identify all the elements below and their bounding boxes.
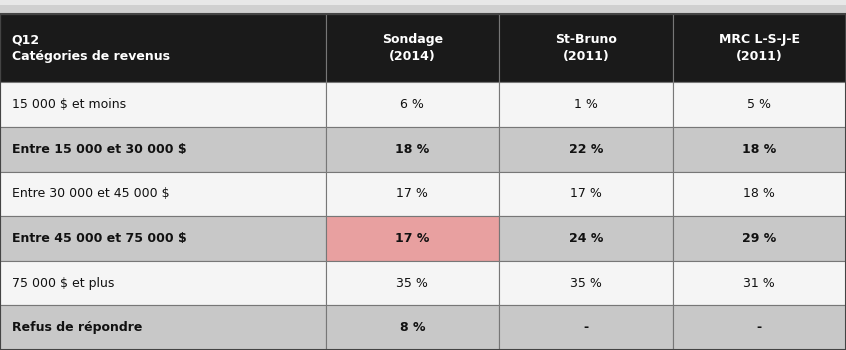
Text: 35 %: 35 % xyxy=(570,276,602,289)
Bar xyxy=(326,305,499,350)
Text: 24 %: 24 % xyxy=(569,232,603,245)
Text: 29 %: 29 % xyxy=(742,232,777,245)
Text: 17 %: 17 % xyxy=(395,232,430,245)
Bar xyxy=(673,82,846,127)
Bar xyxy=(499,216,673,261)
Bar xyxy=(326,261,499,305)
Text: Refus de répondre: Refus de répondre xyxy=(12,321,142,334)
Text: 17 %: 17 % xyxy=(397,187,428,200)
Text: Entre 30 000 et 45 000 $: Entre 30 000 et 45 000 $ xyxy=(12,187,169,200)
Text: 1 %: 1 % xyxy=(574,98,598,111)
Bar xyxy=(673,172,846,216)
Bar xyxy=(326,216,499,261)
Bar xyxy=(0,216,326,261)
Bar xyxy=(673,261,846,305)
Text: 8 %: 8 % xyxy=(399,321,426,334)
Bar xyxy=(499,261,673,305)
Bar xyxy=(499,127,673,172)
Text: 18 %: 18 % xyxy=(395,143,430,156)
Bar xyxy=(0,14,326,82)
Text: 35 %: 35 % xyxy=(397,276,428,289)
Bar xyxy=(0,127,326,172)
Text: 15 000 $ et moins: 15 000 $ et moins xyxy=(12,98,126,111)
Text: MRC L-S-J-E
(2011): MRC L-S-J-E (2011) xyxy=(719,33,799,63)
Bar xyxy=(0,82,326,127)
Bar xyxy=(0,261,326,305)
Bar xyxy=(673,305,846,350)
Bar xyxy=(499,14,673,82)
Text: 18 %: 18 % xyxy=(742,143,777,156)
Bar xyxy=(499,82,673,127)
Bar xyxy=(499,305,673,350)
Bar xyxy=(0,172,326,216)
Text: 31 %: 31 % xyxy=(744,276,775,289)
Bar xyxy=(0,0,846,5)
Bar xyxy=(0,0,846,14)
Text: -: - xyxy=(583,321,589,334)
Bar xyxy=(326,82,499,127)
Text: Sondage
(2014): Sondage (2014) xyxy=(382,33,443,63)
Text: 75 000 $ et plus: 75 000 $ et plus xyxy=(12,276,114,289)
Bar xyxy=(326,172,499,216)
Text: Q12
Catégories de revenus: Q12 Catégories de revenus xyxy=(12,33,170,63)
Text: Entre 45 000 et 75 000 $: Entre 45 000 et 75 000 $ xyxy=(12,232,187,245)
Bar xyxy=(326,14,499,82)
Text: 18 %: 18 % xyxy=(744,187,775,200)
Bar xyxy=(673,127,846,172)
Text: -: - xyxy=(756,321,762,334)
Text: 22 %: 22 % xyxy=(569,143,603,156)
Bar xyxy=(326,127,499,172)
Bar xyxy=(499,172,673,216)
Bar xyxy=(0,305,326,350)
Text: 5 %: 5 % xyxy=(747,98,772,111)
Text: St-Bruno
(2011): St-Bruno (2011) xyxy=(555,33,617,63)
Bar xyxy=(673,216,846,261)
Text: 6 %: 6 % xyxy=(400,98,425,111)
Text: Entre 15 000 et 30 000 $: Entre 15 000 et 30 000 $ xyxy=(12,143,186,156)
Bar xyxy=(673,14,846,82)
Text: 17 %: 17 % xyxy=(570,187,602,200)
